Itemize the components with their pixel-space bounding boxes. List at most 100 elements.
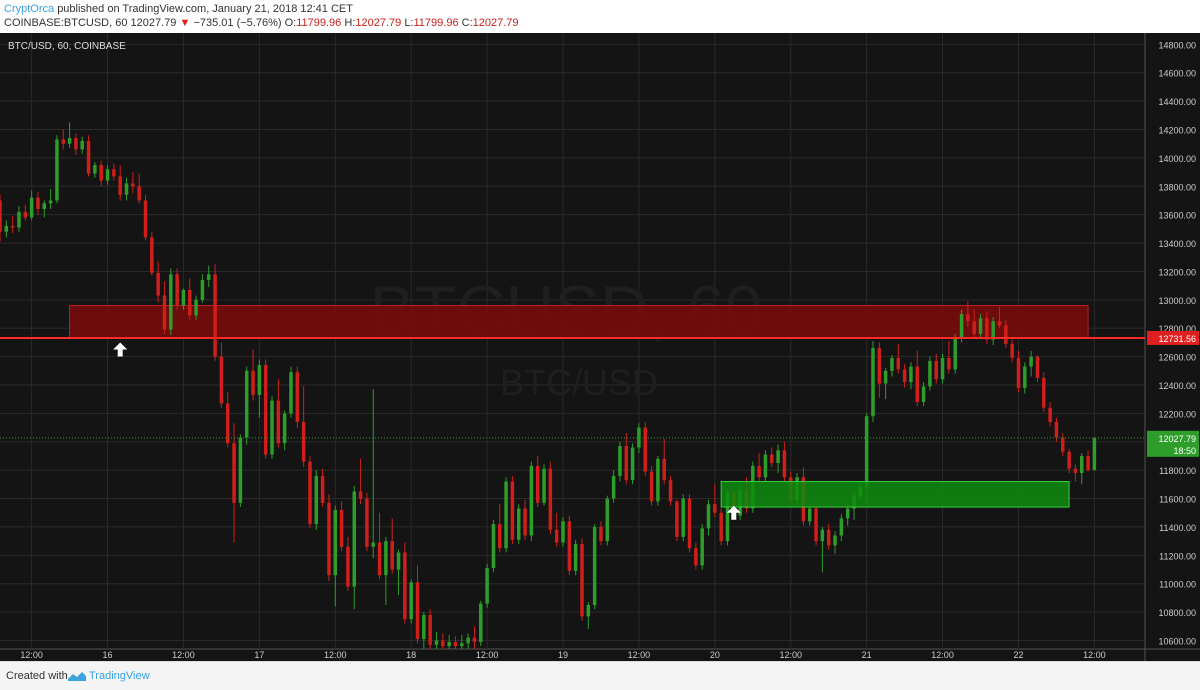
candle-body <box>295 372 300 422</box>
candle-body <box>460 643 464 647</box>
candle-body <box>681 498 685 537</box>
candle-body <box>93 165 97 174</box>
candle-body <box>10 226 15 228</box>
candle-body <box>365 498 369 547</box>
y-tick-label: 13200.00 <box>1158 267 1196 277</box>
x-tick-label: 12:00 <box>931 650 954 660</box>
candle-body <box>352 491 356 587</box>
candle-body <box>776 450 780 464</box>
candle-body <box>643 427 647 472</box>
candle-body <box>219 356 224 404</box>
candle-body <box>1054 421 1059 438</box>
candle-body <box>713 504 717 513</box>
candle-body <box>1061 437 1065 452</box>
y-tick-label: 11400.00 <box>1159 523 1196 533</box>
candle-body <box>377 542 382 576</box>
candle-body <box>225 403 230 444</box>
candle-body <box>200 279 205 300</box>
candle-body <box>883 370 888 384</box>
grid <box>0 33 1145 649</box>
last-price-label: 12027.79 <box>1158 434 1196 444</box>
candle-body <box>909 366 913 383</box>
author-link[interactable]: CryptOrca <box>4 3 55 15</box>
candle-body <box>605 498 610 542</box>
candlestick-chart[interactable]: BTCUSD, 60 BTC/USD BTC/USD, 60, COINBASE… <box>0 33 1200 661</box>
x-tick-label: 12:00 <box>628 650 651 660</box>
x-tick-label: 18 <box>406 650 416 660</box>
candle-body <box>535 465 540 503</box>
zones <box>69 305 1089 339</box>
candle-body <box>188 289 192 316</box>
close-label: C: <box>461 17 473 29</box>
y-tick-label: 14200.00 <box>1158 126 1196 136</box>
y-tick-label: 13400.00 <box>1158 239 1196 249</box>
candle-body <box>67 138 72 144</box>
created-with-label: Created with <box>6 670 68 682</box>
publish-line: CryptOrca published on TradingView.com, … <box>4 3 353 15</box>
down-arrow-icon: ▼ <box>179 17 191 29</box>
candle-body <box>0 200 2 232</box>
candle-body <box>586 605 591 617</box>
candle-body <box>23 211 28 218</box>
y-tick-label: 14000.00 <box>1158 154 1196 164</box>
y-tick-label: 10600.00 <box>1158 636 1196 646</box>
candle-body <box>314 475 319 525</box>
y-axis-labels: 14800.00 14600.00 14400.00 14200.00 14000.00… <box>1147 40 1199 646</box>
candle-body <box>972 321 976 334</box>
time-axis[interactable] <box>0 649 1145 661</box>
tradingview-logo-icon[interactable] <box>67 669 87 683</box>
y-tick-label: 11600.00 <box>1159 495 1196 505</box>
candle-body <box>624 446 629 481</box>
candle-body <box>472 637 477 642</box>
candle-body <box>289 372 293 414</box>
candle-body <box>4 226 9 232</box>
candle-body <box>1092 437 1097 471</box>
candle-body <box>415 582 420 640</box>
close-value: 12027.79 <box>472 17 519 29</box>
candle-body <box>276 400 281 444</box>
candle-body <box>396 552 401 570</box>
candle-body <box>1086 455 1090 471</box>
candle-body <box>871 348 875 417</box>
candle-body <box>156 272 160 296</box>
candle-body <box>953 338 957 370</box>
candle-body <box>561 521 565 543</box>
y-tick-label: 14600.00 <box>1158 69 1196 79</box>
candle-body <box>763 454 768 478</box>
candle-body <box>877 348 882 384</box>
y-tick-label: 13800.00 <box>1158 182 1196 192</box>
y-tick-label: 14400.00 <box>1158 97 1196 107</box>
price-axis[interactable] <box>1145 33 1200 661</box>
candle-body <box>807 508 812 522</box>
x-tick-label: 12:00 <box>476 650 499 660</box>
price-change: −735.01 (−5.76%) <box>193 17 282 29</box>
up-arrow-marker <box>113 342 128 357</box>
candle-body <box>656 458 660 502</box>
watermark-pair: BTC/USD <box>500 362 658 403</box>
candle-body <box>86 140 91 174</box>
candle-body <box>1080 455 1084 473</box>
candle-body <box>934 360 938 380</box>
candle-body <box>928 360 932 387</box>
candle-body <box>143 200 148 238</box>
x-tick-label: 20 <box>710 650 720 660</box>
candle-body <box>244 370 249 438</box>
candle-body <box>1023 366 1027 388</box>
candle-body <box>966 314 970 322</box>
y-tick-label: 12800.00 <box>1158 324 1196 334</box>
candle-body <box>675 501 679 537</box>
candle-body <box>320 475 325 503</box>
resistance-price-label: 12731.56 <box>1158 334 1196 344</box>
candle-body <box>131 183 135 187</box>
chart-header: CryptOrca published on TradingView.com, … <box>0 0 1200 33</box>
candle-body <box>42 203 47 209</box>
candle-body <box>1004 325 1008 344</box>
candle-body <box>441 640 445 647</box>
candle-body <box>36 197 40 209</box>
candle-body <box>959 314 964 339</box>
candle-body <box>263 365 268 455</box>
candle-body <box>1010 343 1014 359</box>
last-price-badge <box>1147 430 1199 457</box>
tradingview-link[interactable]: TradingView <box>89 670 150 682</box>
up-arrow-marker <box>726 505 741 520</box>
